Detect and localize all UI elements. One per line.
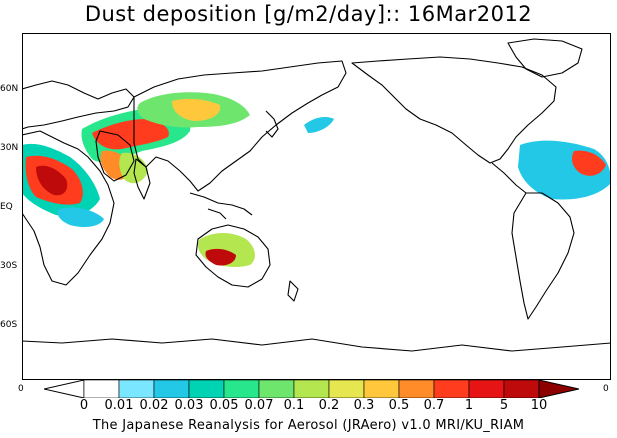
colorbar-label: 0.1 bbox=[283, 398, 305, 413]
colorbar-swatch bbox=[503, 380, 540, 398]
colorbar-swatch bbox=[433, 380, 470, 398]
dust-shading bbox=[22, 92, 611, 267]
colorbar-label: 0.3 bbox=[353, 398, 375, 413]
colorbar-swatch bbox=[118, 380, 155, 398]
footer-credit: The Japanese Reanalysis for Aerosol (JRA… bbox=[92, 418, 525, 433]
map-title: Dust deposition [g/m2/day]:: 16Mar2012 bbox=[84, 2, 533, 26]
colorbar-label: 5 bbox=[499, 398, 509, 413]
dust-region-india bbox=[119, 152, 148, 184]
dust-region-middle-east-core bbox=[92, 119, 169, 150]
colorbar-swatch bbox=[258, 380, 295, 398]
colorbar-swatch bbox=[468, 380, 505, 398]
lat-label-30s: 30S bbox=[0, 261, 18, 271]
colorbar-label: 0.02 bbox=[139, 398, 169, 413]
colorbar-label: 10 bbox=[530, 398, 548, 413]
dust-region-gobi bbox=[172, 98, 221, 121]
colorbar-swatch bbox=[363, 380, 400, 398]
colorbar-swatch bbox=[223, 380, 260, 398]
colorbar-labels: 0 0.01 0.02 0.03 0.05 0.07 0.1 0.2 0.3 0.5 0.7 1 5 10 bbox=[0, 398, 617, 414]
colorbar-label: 0.03 bbox=[174, 398, 204, 413]
dust-region-pacific-outflow bbox=[304, 117, 334, 133]
colorbar-label: 0.01 bbox=[104, 398, 134, 413]
colorbar-label: 1 bbox=[464, 398, 474, 413]
colorbar-swatch bbox=[293, 380, 330, 398]
right-edge-label: 0 bbox=[603, 384, 609, 394]
map-border bbox=[22, 33, 611, 380]
colorbar-swatch bbox=[83, 380, 120, 398]
dust-region-australia-core bbox=[205, 248, 236, 266]
colorbar-swatch bbox=[328, 380, 365, 398]
lat-label-60s: 60S bbox=[0, 320, 18, 330]
colorbar-arrow-left bbox=[44, 380, 85, 398]
left-edge-label: 0 bbox=[18, 384, 24, 394]
colorbar-swatch bbox=[188, 380, 225, 398]
lat-label-eq: EQ bbox=[0, 202, 13, 212]
lat-label-60n: 60N bbox=[0, 84, 19, 94]
dust-region-atlantic-core bbox=[572, 150, 606, 176]
colorbar-label: 0 bbox=[79, 398, 89, 413]
colorbar-label: 0.5 bbox=[388, 398, 410, 413]
lat-label-30n: 30N bbox=[0, 143, 19, 153]
colorbar-swatch bbox=[398, 380, 435, 398]
coastlines bbox=[22, 38, 611, 352]
colorbar-swatch bbox=[153, 380, 190, 398]
dust-deposition-map bbox=[22, 33, 611, 380]
colorbar-label: 0.2 bbox=[318, 398, 340, 413]
colorbar-label: 0.07 bbox=[244, 398, 274, 413]
dust-region-sahara-peak bbox=[36, 165, 68, 196]
colorbar-label: 0.7 bbox=[423, 398, 445, 413]
colorbar-label: 0.05 bbox=[209, 398, 239, 413]
colorbar-arrow-right bbox=[538, 380, 579, 398]
colorbar bbox=[44, 380, 579, 398]
dust-region-south-africa bbox=[57, 207, 104, 227]
